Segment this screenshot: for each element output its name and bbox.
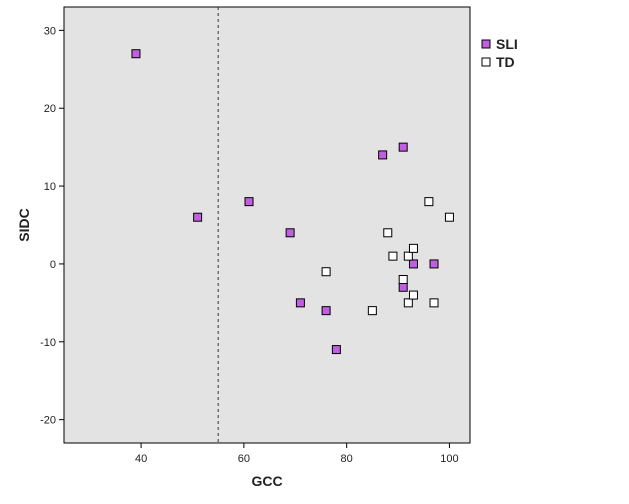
point-td — [403, 298, 413, 308]
point-td — [321, 267, 331, 277]
y-tick-label: 10 — [44, 181, 56, 193]
point-sli — [378, 150, 388, 160]
point-td — [403, 251, 413, 261]
x-tick-label: 100 — [440, 453, 458, 465]
x-tick-label: 80 — [341, 453, 353, 465]
point-td — [444, 212, 454, 222]
point-td — [408, 243, 418, 253]
y-tick-label: 0 — [50, 259, 56, 271]
point-td — [367, 306, 377, 316]
y-tick-label: 20 — [44, 103, 56, 115]
y-tick-label: -10 — [40, 337, 56, 349]
point-sli — [398, 142, 408, 152]
legend-label-sli: SLI — [496, 36, 518, 52]
point-td — [398, 275, 408, 284]
point-sli — [321, 306, 331, 316]
x-tick-label: 60 — [238, 453, 250, 465]
point-sli — [285, 228, 295, 238]
data-points — [131, 49, 454, 355]
point-sli — [429, 259, 439, 269]
legend-swatch-td — [481, 57, 491, 67]
plot-area — [63, 6, 471, 444]
x-axis-title: GCC — [251, 473, 282, 489]
legend: SLI TD — [481, 36, 518, 70]
point-td — [429, 298, 439, 308]
x-axis-ticks: 40 60 80 100 — [135, 443, 459, 465]
point-sli — [408, 259, 418, 269]
point-td — [388, 251, 398, 261]
legend-label-td: TD — [496, 54, 515, 70]
point-sli — [398, 282, 408, 292]
y-axis-ticks: -20 -10 0 10 20 30 — [40, 25, 64, 427]
point-sli — [193, 212, 203, 222]
y-tick-label: -20 — [40, 415, 56, 427]
x-tick-label: 40 — [135, 453, 147, 465]
point-td — [424, 197, 434, 207]
point-sli — [131, 49, 141, 59]
point-sli — [244, 197, 254, 207]
legend-swatch-sli — [481, 39, 491, 49]
point-td — [408, 290, 418, 300]
point-td — [383, 228, 393, 238]
point-sli — [295, 298, 305, 308]
y-tick-label: 30 — [44, 25, 56, 37]
point-sli — [331, 345, 341, 355]
y-axis-title: SIDC — [16, 208, 32, 241]
